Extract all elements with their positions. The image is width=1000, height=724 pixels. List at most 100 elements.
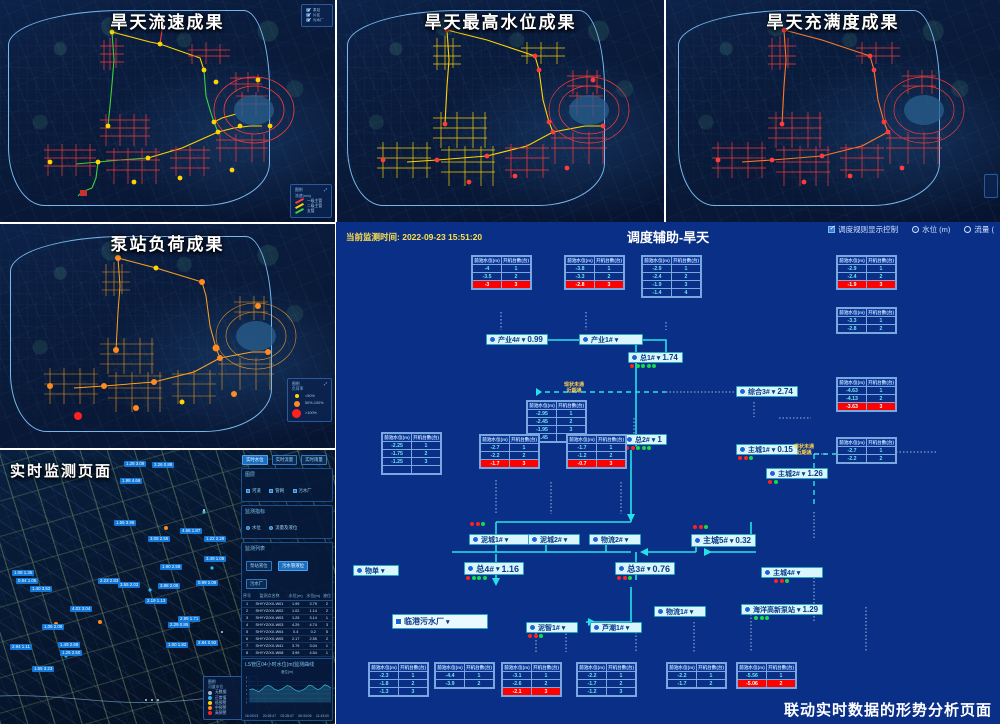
dot-swatch-icon (208, 711, 212, 716)
tool-radio-flow[interactable]: 流量 ( (964, 224, 994, 235)
map-parcels (666, 0, 1000, 222)
table-header-cell: 开机台数(台) (531, 663, 561, 672)
node-label: 主城2# (778, 470, 800, 478)
node-luchao-1[interactable]: 芦潮1# ▾ (590, 622, 642, 633)
panel4-legend: 图例 ⤢ 负荷率 <50% 50%-100% >100% (287, 377, 332, 422)
table-header-row: 前池水位(m) 开机台数(台) (837, 308, 896, 317)
table-row[interactable]: 8 SHYYZ/XX-W08 3.99 4.54 1 (242, 649, 332, 657)
node-wudan[interactable]: 物单 ▾ (353, 565, 399, 576)
btn-realtime-level[interactable]: 实时水位 (242, 455, 268, 465)
table-cell: -1.25 (382, 457, 412, 466)
map-label: 1.98 4.66 (120, 478, 143, 484)
table-cell: 1.14 (304, 607, 322, 615)
table-cell: 2 (321, 635, 332, 643)
table-row[interactable]: 4 SHYYZ/XX-W03 4.29 4.74 3 (242, 621, 332, 629)
table-cell: 5 (321, 628, 332, 636)
node-nicheng-1[interactable]: 泥城1# ▾ (469, 534, 531, 545)
node-value: 0.76 (652, 563, 671, 574)
layer-check-river[interactable]: 河道 (246, 488, 261, 494)
node-label: 临港污水厂 (404, 617, 444, 626)
table-header-row: 前池水位(m) 开机台数(台) (642, 256, 701, 265)
map-label: 3.55 2.02 (118, 582, 141, 588)
table-cell: 2 (321, 600, 332, 608)
monitor-table-body[interactable]: 1 SHYYZ/XX-W01 1.99 3.79 2 2 SHYYZ/XX-W02 1.02 1… (242, 600, 332, 664)
btn-sewer-level[interactable]: 污水管液位 (278, 561, 308, 571)
table-row: -1.75 2 (382, 449, 441, 458)
panel-dry-fullness: 旱天充满度成果 (666, 0, 1000, 222)
collapse-icon[interactable]: ⤢ (323, 188, 327, 193)
checkbox-icon[interactable] (306, 17, 312, 24)
node-zonghe-3[interactable]: 综合3# ▾ 2.74 (736, 386, 798, 397)
table-cell: -1.2 (567, 451, 597, 460)
svg-text:5: 5 (246, 681, 248, 683)
pump-rule-table: 前池水位(m) 开机台数(台) -5.56 1 -5.06 2 (736, 662, 797, 689)
table-cell: 3.79 (304, 600, 322, 608)
node-icon (694, 537, 701, 544)
table-row[interactable]: 3 SHYYZ/XX-W03 1.25 3.14 1 (242, 614, 332, 622)
node-status-leds (466, 576, 487, 580)
indicator-radio-level[interactable]: 水位 (246, 525, 261, 531)
table-cell: 1.25 (286, 614, 305, 622)
node-zong-3[interactable]: 总3# ▾ 0.76 (615, 562, 676, 575)
table-row[interactable]: 2 SHYYZ/XX-W02 1.02 1.14 2 (242, 607, 332, 615)
node-status-leds (617, 576, 632, 580)
table-cell: SHYYZ/XX-W03 (252, 614, 287, 622)
node-zhucheng-2[interactable]: 主城2# ▾ 1.26 (766, 468, 828, 479)
indicator-radio-flow[interactable]: 流量及液位 (269, 525, 297, 531)
node-lingang-plant[interactable]: 临港污水厂 ▾ (392, 614, 488, 629)
table-row: -1.7 2 (667, 679, 726, 688)
node-zhucheng-5[interactable]: 主城5# ▾ 0.32 (691, 534, 756, 547)
node-zhucheng-1[interactable]: 主城1# ▾ 0.15 (736, 444, 798, 455)
node-wuliu-1[interactable]: 物流1# ▾ (654, 606, 706, 617)
table-header-cell: 开机台数(台) (866, 308, 896, 317)
node-zong-2[interactable]: 总2# ▾ 1 (623, 434, 667, 445)
table-row[interactable]: 1 SHYYZ/XX-W01 1.99 3.79 2 (242, 600, 332, 608)
node-status-leds (754, 616, 769, 620)
panel1-top-legend: 泵站 片区 污水厂 (301, 4, 333, 27)
node-zhucheng-4[interactable]: 主城4# ▾ (761, 567, 823, 578)
btn-plant[interactable]: 污水厂 (246, 579, 268, 589)
node-nicheng-2[interactable]: 泥城2# ▾ (528, 534, 580, 545)
tool-radio-level[interactable]: 水位 (m) (912, 224, 950, 235)
note-current-future-1: 现状未通 近期通 (564, 382, 585, 395)
table-header-row: 前池水位(m) 开机台数(台) (667, 663, 726, 672)
table-cell: 2 (866, 394, 896, 403)
table-cell: SHYYZ/XX-W02 (252, 607, 287, 615)
panel-title: 旱天充满度成果 (766, 13, 900, 32)
panel-dry-velocity: 旱天流速成果 泵站 片区 污水厂 图例 ⤢ 流速(m/s) 一级主管 二级主管 … (0, 0, 335, 222)
collapse-icon[interactable]: ⤢ (323, 381, 327, 386)
node-chanye-1[interactable]: 产业1# ▾ (579, 334, 643, 345)
btn-pump-level[interactable]: 泵站液位 (246, 561, 272, 571)
node-haiyang-pump[interactable]: 海洋高新泵站 ▾ 1.29 (741, 604, 824, 615)
legend-row: 二级主管 (295, 203, 327, 210)
node-nizhi-1[interactable]: 泥智1# ▾ (526, 622, 578, 633)
node-icon (356, 567, 363, 574)
node-zong-4[interactable]: 总4# ▾ 1.16 (464, 562, 525, 575)
table-row: -1.2 3 (577, 687, 636, 696)
checkbox-icon (828, 224, 836, 233)
table-cell: 2.55 (304, 635, 322, 643)
layer-check-pipe[interactable]: 管网 (269, 488, 284, 494)
map-green-areas (0, 224, 335, 448)
map-label: 2.29 0.85 (168, 622, 191, 628)
table-cell: -1.95 (527, 425, 557, 434)
panel-dry-max-level: 旱天最高水位成果 (337, 0, 664, 222)
table-cell: 1 (766, 671, 796, 680)
table-row[interactable]: 6 SHYYZ/XX-W05 2.17 2.55 2 (242, 635, 332, 643)
board-toolbar: 调度规则显示控制 水位 (m) 流量 ( (828, 224, 994, 235)
table-row[interactable]: 5 SHYYZ/XX-W04 0.4 0.2 5 (242, 628, 332, 636)
legend-row: 50%-100% (292, 401, 327, 407)
table-cell: -1.7 (567, 443, 597, 452)
btn-realtime-rain[interactable]: 实时雨量 (301, 455, 327, 465)
table-row: -2.1 3 (502, 687, 561, 696)
tool-rule-display-toggle[interactable]: 调度规则显示控制 (828, 224, 898, 235)
panel3-legend-collapsed[interactable] (984, 174, 998, 198)
radio-icon (246, 526, 250, 530)
table-cell: 1 (594, 264, 624, 273)
table-row[interactable]: 7 SHYYZ/XX-W41 3.79 3.04 1 (242, 642, 332, 650)
node-wuliu-2[interactable]: 物流2# ▾ (589, 534, 641, 545)
node-chanye-4[interactable]: 产业4# ▾ 0.99 (486, 334, 548, 345)
layer-check-plant[interactable]: 污水厂 (292, 488, 312, 494)
btn-realtime-flow[interactable]: 实时流量 (271, 455, 298, 465)
node-zong-1[interactable]: 总1# ▾ 1.74 (628, 352, 683, 363)
